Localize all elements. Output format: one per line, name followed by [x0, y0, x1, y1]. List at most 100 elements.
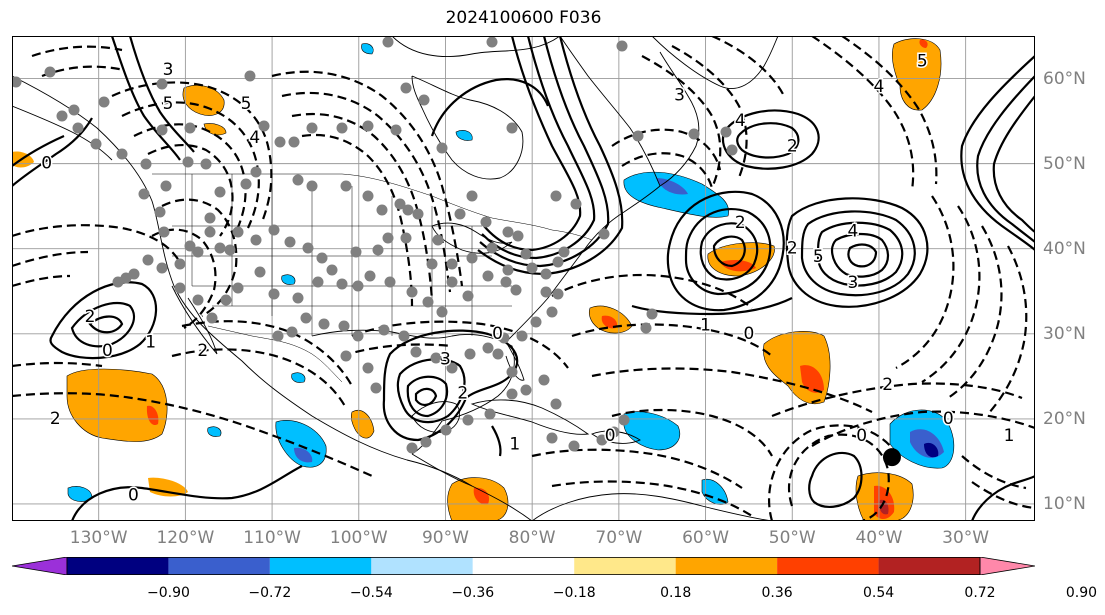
station-dot: [484, 408, 496, 420]
station-dot: [492, 348, 504, 360]
contour-label: 2: [85, 307, 96, 327]
station-dot: [274, 136, 286, 148]
station-dot: [240, 178, 252, 190]
contour-label: 1: [1004, 426, 1015, 446]
solid-contours: [12, 36, 1035, 521]
contour-gulf-high-mid: [396, 358, 466, 424]
contour-dashed-caribbean-1: [531, 448, 743, 489]
contour-east-us-jet-3: [479, 36, 610, 268]
station-dot: [232, 282, 244, 294]
anomaly-high-mid-atlantic: [800, 365, 824, 393]
station-dot: [200, 158, 212, 170]
coastlines: [12, 36, 779, 521]
station-dot: [98, 96, 110, 108]
station-dot: [436, 306, 448, 318]
station-dot: [244, 70, 256, 82]
station-dot: [90, 138, 102, 150]
anomaly-negative-nw: [361, 43, 374, 55]
station-dot: [512, 230, 524, 242]
longitude-label: 130°W: [69, 528, 128, 548]
contour-label: 2: [735, 213, 746, 233]
station-dot: [480, 216, 492, 228]
colorbar: [12, 557, 1035, 575]
contour-dashed-pacific-1: [12, 224, 183, 267]
station-dot: [640, 322, 652, 334]
station-dot: [268, 224, 280, 236]
station-dot: [312, 276, 324, 288]
contour-label: 2: [50, 409, 61, 429]
station-dot: [568, 440, 580, 452]
colorbar-tick-label: −0.18: [552, 585, 596, 601]
anomaly-negative-labrador: [623, 171, 729, 218]
station-dot: [140, 158, 152, 170]
station-dot: [352, 330, 364, 342]
station-dot: [402, 204, 414, 216]
station-dot: [502, 264, 514, 276]
contour-east-atlantic-right-3: [992, 95, 1035, 233]
station-dot: [156, 262, 168, 274]
station-dot: [214, 186, 226, 198]
station-dot: [224, 244, 236, 256]
station-dot: [558, 246, 570, 258]
station-dot: [112, 276, 124, 288]
contour-label: 0: [128, 485, 139, 505]
station-dot: [382, 36, 394, 48]
station-dot: [300, 312, 312, 324]
contour-hudson-ridge: [430, 78, 550, 137]
contour-label: 0: [743, 324, 754, 344]
station-dot: [486, 242, 498, 254]
colorbar-tick-label: 0.36: [761, 585, 793, 601]
contour-dashed-atlantic-mid-4: [771, 382, 1023, 418]
station-dot: [446, 362, 458, 374]
coast-canada-east: [559, 36, 661, 187]
contour-storm-ring: [808, 451, 863, 508]
contour-east-us-jet-1: [483, 36, 582, 252]
colorbar-tick-label: 0.72: [964, 585, 996, 601]
contour-low-atlantic-inner: [699, 222, 759, 281]
station-dot: [174, 258, 186, 270]
contour-dashed-north-atlantic-1: [641, 55, 722, 189]
contour-dashed-pacific-4: [12, 392, 373, 478]
colorbar-extend-high: [979, 557, 1035, 575]
station-dot: [258, 120, 270, 132]
latitude-label: 20°N: [1043, 408, 1086, 429]
colorbar-segment: [574, 557, 676, 575]
contour-dashed-arctic: [31, 45, 123, 58]
station-dot: [632, 130, 644, 142]
contour-dashed-east-atlantic-4: [987, 245, 1028, 415]
station-dot: [466, 252, 478, 264]
latitude-label: 60°N: [1043, 68, 1086, 89]
anomaly-high-east-pacific: [146, 405, 159, 426]
longitude-label: 90°W: [421, 528, 469, 548]
station-dot: [384, 276, 396, 288]
contour-dashed-storm-2: [767, 424, 899, 521]
station-dot: [192, 246, 204, 258]
contour-twin-low-east-outer: [785, 197, 929, 308]
station-dot: [382, 232, 394, 244]
station-dot: [286, 326, 298, 338]
contour-label: 5: [813, 247, 824, 267]
anomaly-positive-east-pacific-small: [148, 477, 188, 497]
station-dot: [540, 286, 552, 298]
contour-dashed-east-atlantic-6: [971, 481, 1035, 510]
observation-stations: [12, 36, 738, 454]
anomaly-peak-negative-east-atlantic: [924, 442, 939, 458]
coast-greenland: [651, 36, 779, 89]
station-dot: [390, 124, 402, 136]
contour-low-atlantic-mid: [684, 208, 772, 296]
station-dot: [192, 294, 204, 306]
station-dot: [454, 208, 466, 220]
station-dot: [570, 198, 582, 210]
station-dot: [174, 282, 186, 294]
station-dot: [546, 306, 558, 318]
colorbar-segment: [269, 557, 372, 575]
station-dot: [546, 432, 558, 444]
colorbar-tick-label: 0.90: [1065, 585, 1098, 601]
station-dot: [142, 254, 154, 266]
contour-dashed-pacific-3: [12, 274, 71, 288]
station-dot: [688, 128, 700, 140]
station-dot: [520, 248, 532, 260]
station-dot: [220, 294, 232, 306]
anomaly-high-atlantic-30n: [601, 315, 618, 329]
station-dot: [412, 208, 424, 220]
